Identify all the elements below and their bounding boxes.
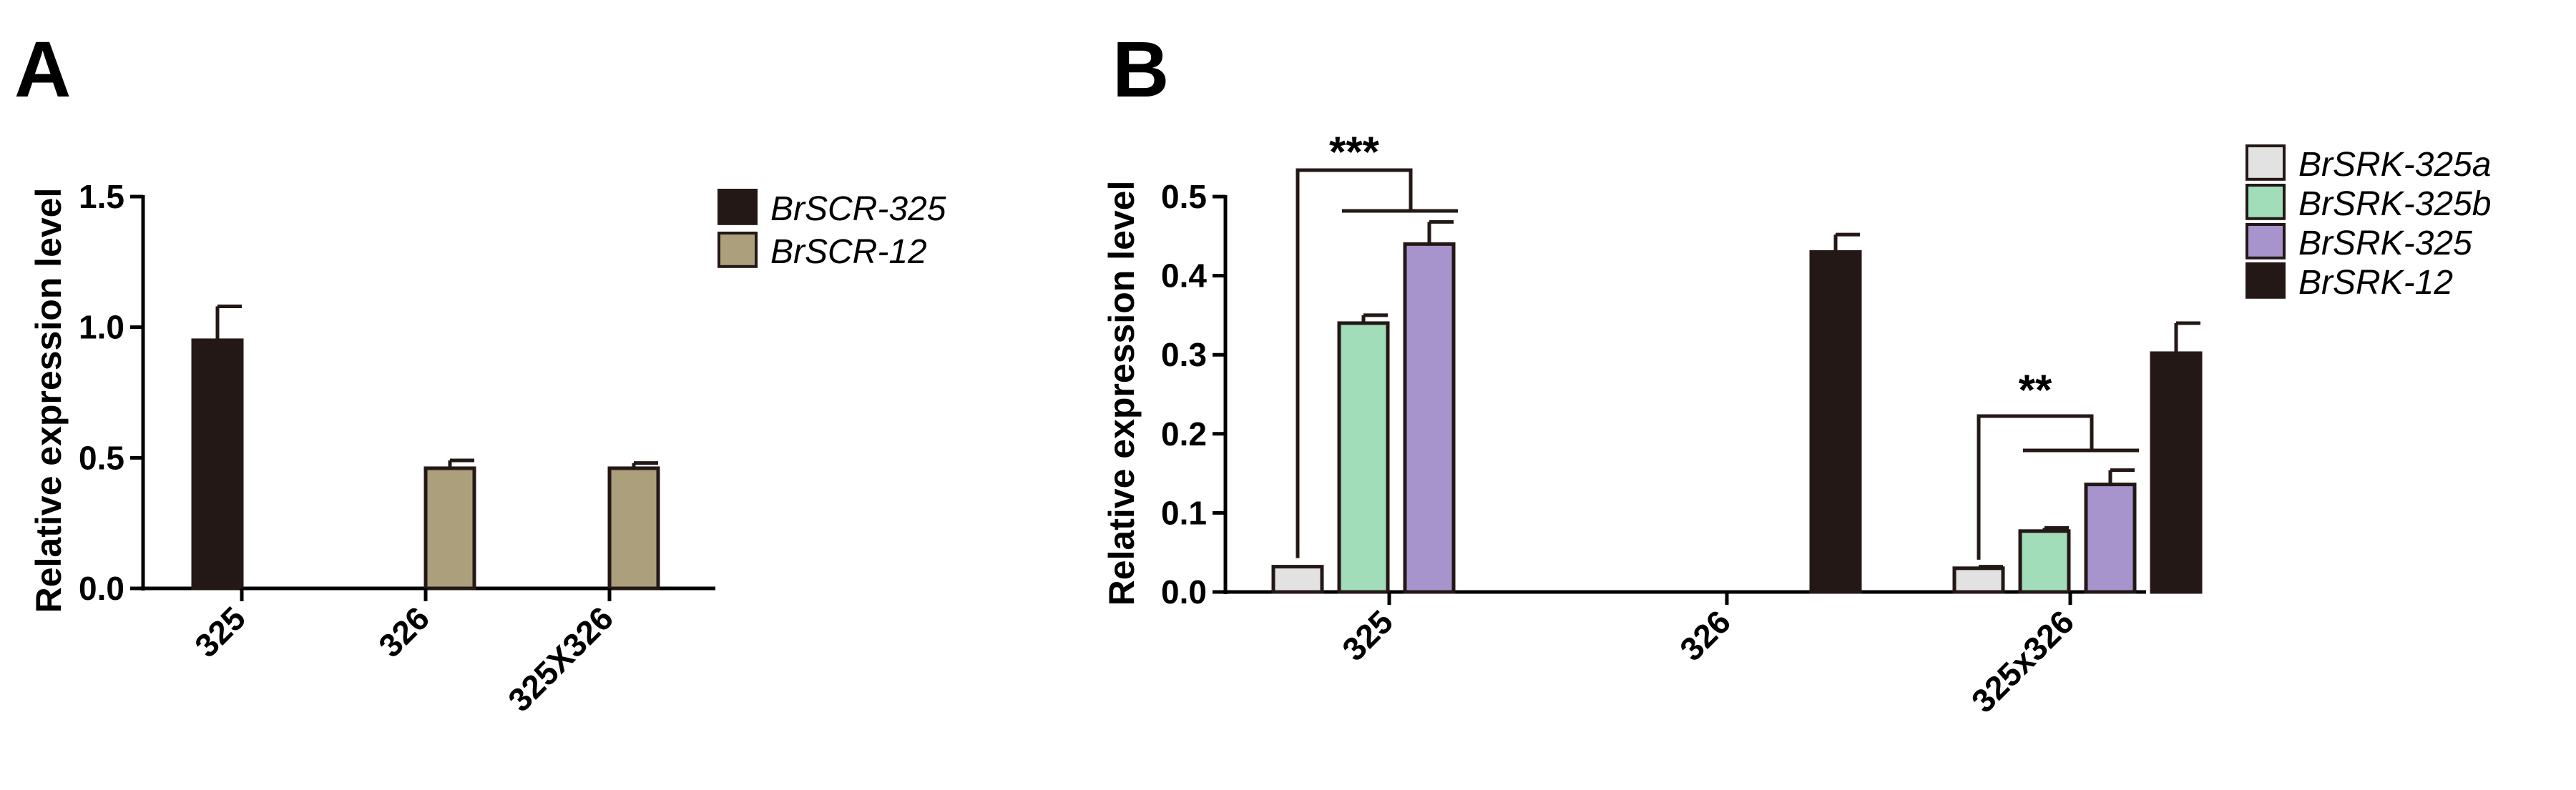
legend-swatch: [2246, 262, 2286, 299]
y-tick-label: 0.5: [1161, 178, 1207, 215]
legend-label: BrSRK-325b: [2298, 185, 2491, 223]
significance-label: ***: [1329, 128, 1380, 176]
y-tick-label: 1.5: [79, 178, 124, 215]
y-axis-label-b: Relative expression level: [1102, 181, 1142, 606]
legend-label: BrSRK-12: [2298, 264, 2453, 302]
y-tick-label: 1.0: [79, 309, 124, 346]
y-tick-label: 0.1: [1161, 494, 1207, 531]
significance-label: **: [2019, 366, 2052, 414]
chart-panel-a: 0.0 0.5 1.0 1.5 325 326 325X326 BrSCR-325 BrSCR-…: [79, 178, 946, 719]
legend-label: BrSCR-325: [770, 190, 946, 228]
panel-letter-a: A: [14, 26, 71, 114]
y-tick-label: 0.5: [79, 439, 124, 476]
legend-label: BrSRK-325a: [2298, 146, 2491, 184]
legend-label: BrSCR-12: [770, 233, 927, 271]
x-tick-label: 326: [1673, 603, 1738, 668]
x-tick-label: 325x326: [1964, 603, 2081, 719]
x-tick-label: 325: [187, 599, 253, 664]
legend-swatch: [718, 189, 758, 225]
bar: [1403, 242, 1456, 594]
bar: [1337, 321, 1390, 594]
legend-label: BrSRK-325: [2298, 224, 2472, 262]
bar: [191, 338, 244, 591]
bar: [2084, 483, 2137, 594]
bar: [1271, 565, 1324, 594]
y-tick-label: 0.2: [1161, 415, 1207, 453]
y-tick-label: 0.0: [1161, 573, 1207, 611]
significance-bracket: [1296, 168, 1413, 558]
y-tick-label: 0.0: [79, 570, 124, 607]
legend-swatch: [2246, 184, 2286, 220]
bar: [423, 466, 476, 591]
x-tick-label: 325: [1335, 603, 1400, 668]
bar: [2018, 529, 2071, 594]
legend-swatch: [718, 232, 758, 268]
bar: [2150, 351, 2203, 594]
y-tick-label: 0.4: [1161, 257, 1207, 295]
y-axis-label-a: Relative expression level: [29, 188, 69, 613]
y-tick-label: 0.3: [1161, 336, 1207, 373]
legend-swatch: [2246, 223, 2286, 260]
x-tick-label: 326: [371, 599, 436, 664]
bar: [1952, 566, 2005, 594]
x-tick-label: 325X326: [501, 599, 620, 719]
bar: [607, 466, 660, 591]
panel-letter-b: B: [1112, 26, 1169, 114]
bar: [1809, 250, 1862, 594]
legend-swatch: [2246, 144, 2286, 181]
significance-bracket: [1977, 414, 2094, 560]
